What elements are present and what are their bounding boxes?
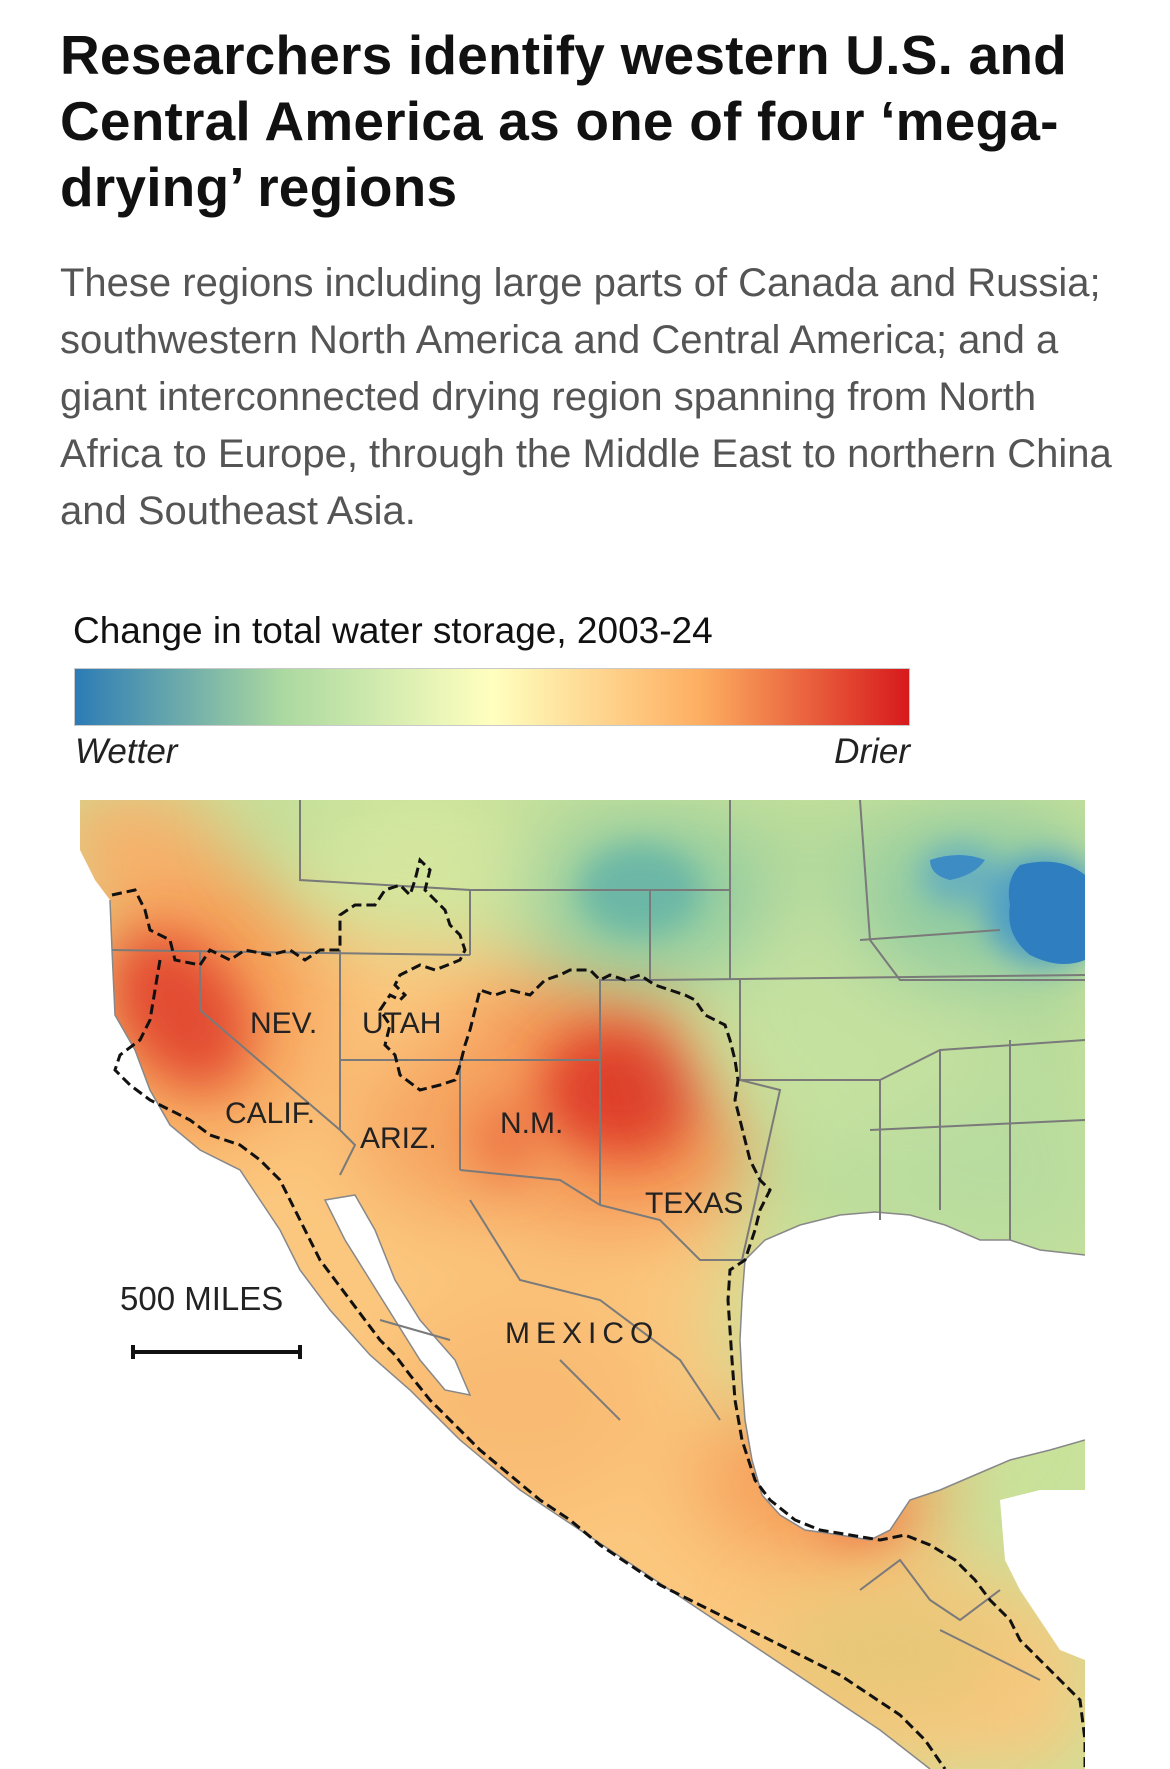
scale-bar-label: 500 MILES bbox=[120, 1280, 283, 1317]
water-storage-map: NEV. UTAH CALIF. ARIZ. N.M. TEXAS MEXICO… bbox=[80, 800, 1085, 1769]
legend-title: Change in total water storage, 2003-24 bbox=[73, 610, 713, 651]
label-texas: TEXAS bbox=[645, 1187, 743, 1220]
legend-low-label: Wetter bbox=[75, 732, 178, 771]
label-new-mexico: N.M. bbox=[500, 1107, 563, 1140]
legend-color-bar bbox=[74, 668, 910, 726]
scale-bar bbox=[131, 1345, 302, 1359]
label-nevada: NEV. bbox=[250, 1007, 317, 1040]
legend-high-label: Drier bbox=[834, 732, 910, 771]
label-arizona: ARIZ. bbox=[360, 1122, 437, 1155]
headline: Researchers identify western U.S. and Ce… bbox=[60, 24, 1067, 218]
label-utah: UTAH bbox=[362, 1007, 441, 1040]
label-mexico: MEXICO bbox=[505, 1317, 659, 1350]
label-california: CALIF. bbox=[225, 1097, 315, 1130]
dek: These regions including large parts of C… bbox=[60, 261, 1112, 533]
